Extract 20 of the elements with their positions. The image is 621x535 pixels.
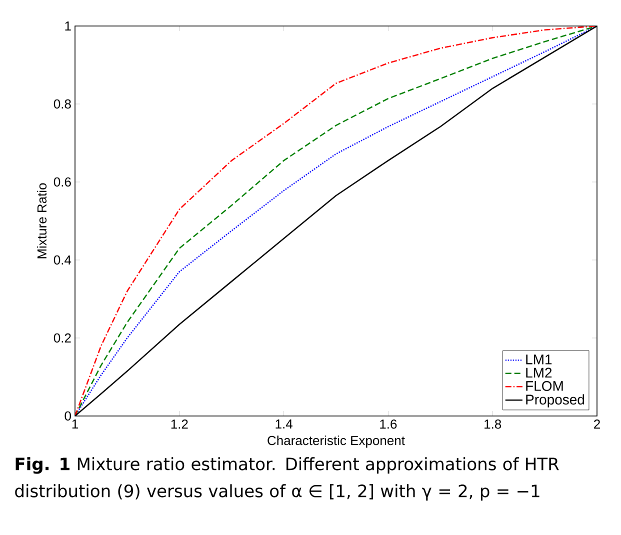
y-tick-label: 0.6 bbox=[54, 177, 71, 187]
y-axis-title: Mixture Ratio bbox=[36, 183, 47, 258]
legend-label: LM2 bbox=[526, 368, 552, 378]
x-tick-label: 1.2 bbox=[171, 420, 188, 429]
x-tick-label: 1.8 bbox=[484, 420, 502, 429]
text: Fig. 1 Mixture ratio estimator. Different approximations of HTR distribution (9) versus values of α ∈ [1, 2] with γ = 2, p = −1 bbox=[15, 457, 559, 501]
y-tick-label: 0 bbox=[64, 411, 71, 421]
x-tick-label: 1.6 bbox=[380, 420, 397, 429]
legend-label: FLOM bbox=[526, 381, 563, 391]
legend-label: LM1 bbox=[526, 354, 552, 364]
y-tick-label: 0.4 bbox=[54, 255, 72, 265]
line-series bbox=[75, 26, 597, 416]
y-tick-label: 0.2 bbox=[54, 333, 71, 343]
x-tick-label: 2 bbox=[594, 420, 600, 429]
x-tick-label: 1.4 bbox=[276, 420, 292, 428]
x-axis-title: Characteristic Exponent bbox=[268, 436, 405, 448]
x-tick-label: 1 bbox=[72, 420, 78, 428]
y-tick-label: 0.8 bbox=[54, 99, 71, 109]
legend-label: Proposed bbox=[526, 394, 584, 408]
y-tick-label: 1 bbox=[65, 22, 71, 30]
